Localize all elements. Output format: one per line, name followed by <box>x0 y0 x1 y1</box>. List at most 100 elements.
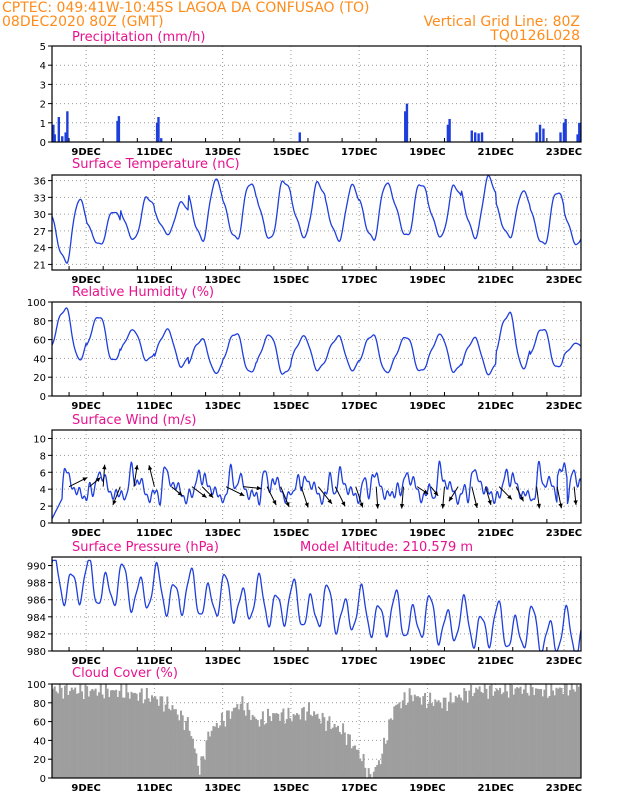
cloud-bar <box>243 710 246 778</box>
cloud-bar <box>275 713 278 778</box>
cloud-bar <box>197 765 200 778</box>
cloud-bar <box>234 707 237 778</box>
wind-arrow <box>334 486 346 507</box>
cloud-bar <box>391 719 394 778</box>
cloud-bar <box>210 730 213 778</box>
precip-frame <box>51 45 582 143</box>
press-ytick-label: 988 <box>27 579 46 590</box>
cloud-bar <box>534 688 537 778</box>
cloud-bar <box>60 687 63 778</box>
cloud-bar <box>490 684 493 778</box>
wind-arrow <box>112 486 121 506</box>
temp-title: Surface Temperature (nC) <box>72 157 240 172</box>
cloud-bar <box>384 743 387 778</box>
cloud-bar <box>502 692 505 778</box>
cloud-bar <box>156 699 159 778</box>
cloud-xtick-label: 23DEC <box>546 783 582 794</box>
cloud-bar <box>492 695 495 778</box>
cloud-bar <box>555 687 558 778</box>
cloud-bar <box>74 687 77 778</box>
cloud-bar <box>401 700 404 778</box>
temp-xtick-label: 11DEC <box>136 275 172 286</box>
cloud-frame <box>51 683 582 779</box>
cloud-bar <box>292 714 295 778</box>
cloud-bar <box>418 697 421 778</box>
cloud-bar <box>132 693 135 778</box>
cloud-bar <box>323 717 326 778</box>
cloud-bar <box>413 694 416 778</box>
cloud-bar <box>430 703 433 778</box>
cloud-bar <box>208 736 211 778</box>
cloud-bar <box>168 708 171 778</box>
cloud-bar <box>246 703 249 778</box>
cloud-bar <box>277 713 280 778</box>
cloud-bar <box>301 708 304 778</box>
precip-ytick-label: 2 <box>40 100 46 111</box>
precip-bar <box>157 117 160 142</box>
cloud-bar <box>79 684 82 778</box>
cloud-bar <box>311 716 314 778</box>
cloud-bar <box>115 689 118 778</box>
cloud-bar <box>579 685 582 778</box>
cloud-bar <box>357 749 360 778</box>
cloud-bar <box>193 748 196 778</box>
cloud-ytick-label: 80 <box>33 699 46 710</box>
cloud-bar <box>220 712 223 778</box>
cloud-bar <box>497 690 500 778</box>
wind-arrow <box>89 477 101 488</box>
cloud-bar <box>265 723 268 778</box>
cloud-bar <box>410 695 413 778</box>
wind-ytick-label: 10 <box>33 434 46 445</box>
precip-bar <box>66 111 69 142</box>
cloud-bar <box>335 727 338 778</box>
cloud-bar <box>101 694 104 778</box>
cloud-bar <box>75 693 78 778</box>
cloud-bar <box>521 693 524 778</box>
wind-arrow <box>515 486 524 502</box>
cloud-bar <box>142 703 145 778</box>
cloud-bar <box>478 686 481 778</box>
wind-ytick-label: 8 <box>40 451 46 462</box>
cloud-bar <box>374 766 377 778</box>
cloud-bar <box>91 689 94 778</box>
cloud-ytick-label: 20 <box>33 755 46 766</box>
cloud-bar <box>442 697 445 778</box>
wind-xtick-label: 15DEC <box>273 528 309 539</box>
cloud-bar <box>121 697 124 778</box>
wind-arrow <box>225 486 245 497</box>
cloud-bar <box>256 720 259 778</box>
cloud-bar <box>562 694 565 778</box>
cloud-bar <box>558 687 561 778</box>
cloud-bar <box>574 691 577 778</box>
cloud-bar <box>369 773 372 778</box>
rh-xtick-label: 15DEC <box>273 401 309 412</box>
cloud-bar <box>464 690 467 778</box>
cloud-bar <box>420 704 423 778</box>
rh-xtick-label: 17DEC <box>341 401 377 412</box>
cloud-bar <box>280 712 283 778</box>
cloud-bar <box>567 695 570 778</box>
cloud-bar <box>471 696 474 778</box>
cloud-bar <box>55 691 58 778</box>
cloud-bar <box>326 720 329 778</box>
cloud-bar <box>500 694 503 778</box>
cloud-bar <box>507 697 510 778</box>
wind-ytick-label: 6 <box>40 468 46 479</box>
press-ytick-label: 980 <box>27 647 46 658</box>
wind-arrow <box>102 464 107 487</box>
press-ytick-label: 990 <box>27 562 46 573</box>
wind-xtick-label: 11DEC <box>136 528 172 539</box>
cloud-bar <box>328 716 331 778</box>
cloud-bar <box>463 688 466 778</box>
cloud-bar <box>186 717 189 778</box>
cloud-xtick-label: 15DEC <box>273 783 309 794</box>
rh-xtick-label: 11DEC <box>136 401 172 412</box>
wind-arrow <box>280 486 290 508</box>
press-xtick-label: 9DEC <box>71 656 100 667</box>
precip-bar <box>559 132 562 142</box>
cloud-bar <box>110 690 113 778</box>
cloud-bar <box>232 707 235 778</box>
cloud-bar <box>118 690 121 778</box>
cloud-bar <box>362 753 365 778</box>
pressure-title: Surface Pressure (hPa) <box>72 540 219 555</box>
